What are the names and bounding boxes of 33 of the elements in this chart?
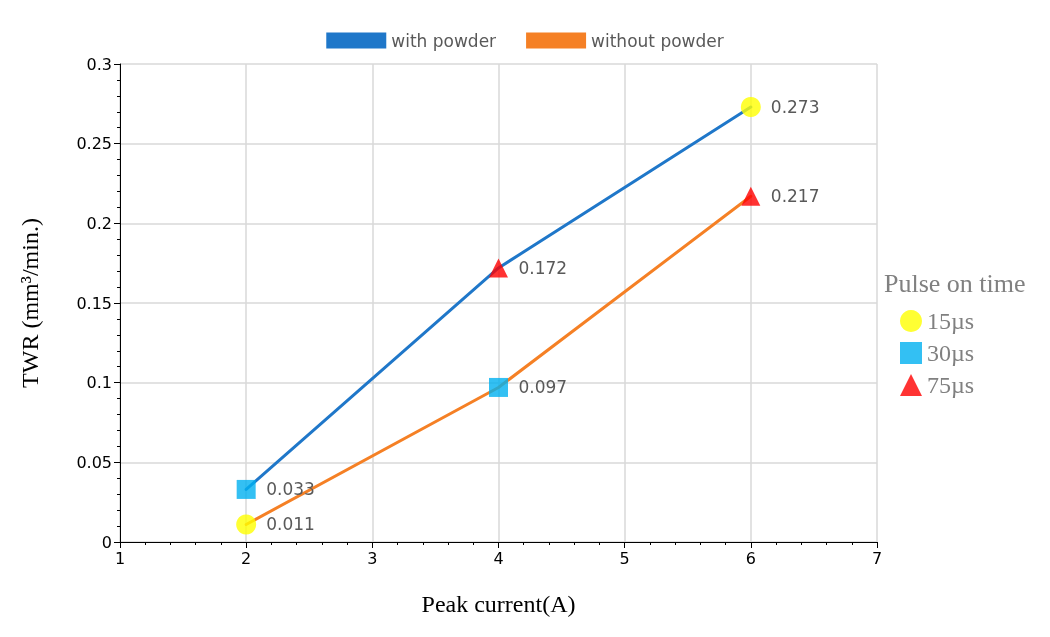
x-tick-label: 5	[619, 548, 630, 568]
x-axis-title: Peak current(A)	[421, 591, 576, 617]
y-tick-label: 0.2	[86, 213, 112, 233]
legend-label: 15µs	[927, 308, 975, 334]
x-tick-label: 4	[493, 548, 504, 568]
y-tick-label: 0.25	[76, 134, 112, 154]
data-label: 0.217	[770, 186, 820, 207]
data-label: 0.097	[518, 377, 568, 398]
x-tick-label: 7	[871, 548, 883, 568]
x-tick-label: 3	[367, 548, 378, 568]
point	[236, 479, 256, 499]
x-tick-label: 1	[114, 548, 126, 568]
point	[740, 97, 761, 118]
x-tick-label: 2	[241, 548, 252, 568]
legend-label: 30µs	[927, 340, 975, 366]
y-tick-label: 0.1	[86, 373, 112, 393]
y-tick-label: 0.05	[76, 452, 112, 472]
point	[741, 186, 761, 206]
data-label: 0.273	[770, 97, 820, 118]
point	[489, 258, 508, 278]
legend-title: Pulse on time	[884, 268, 1026, 298]
legend-label: with powder	[391, 30, 497, 51]
x-tick-label: 6	[745, 548, 756, 568]
data-label: 0.172	[518, 257, 568, 278]
y-tick-label: 0.15	[76, 293, 112, 313]
y-tick-label: 0	[101, 532, 112, 552]
point	[489, 377, 508, 397]
legend-label: without powder	[591, 30, 724, 51]
point	[236, 514, 257, 535]
y-axis-title: TWR (mm³/min.)	[17, 218, 43, 388]
y-tick-label: 0.3	[86, 54, 112, 74]
legend-label: 75µs	[927, 372, 975, 398]
data-label: 0.011	[266, 514, 315, 535]
